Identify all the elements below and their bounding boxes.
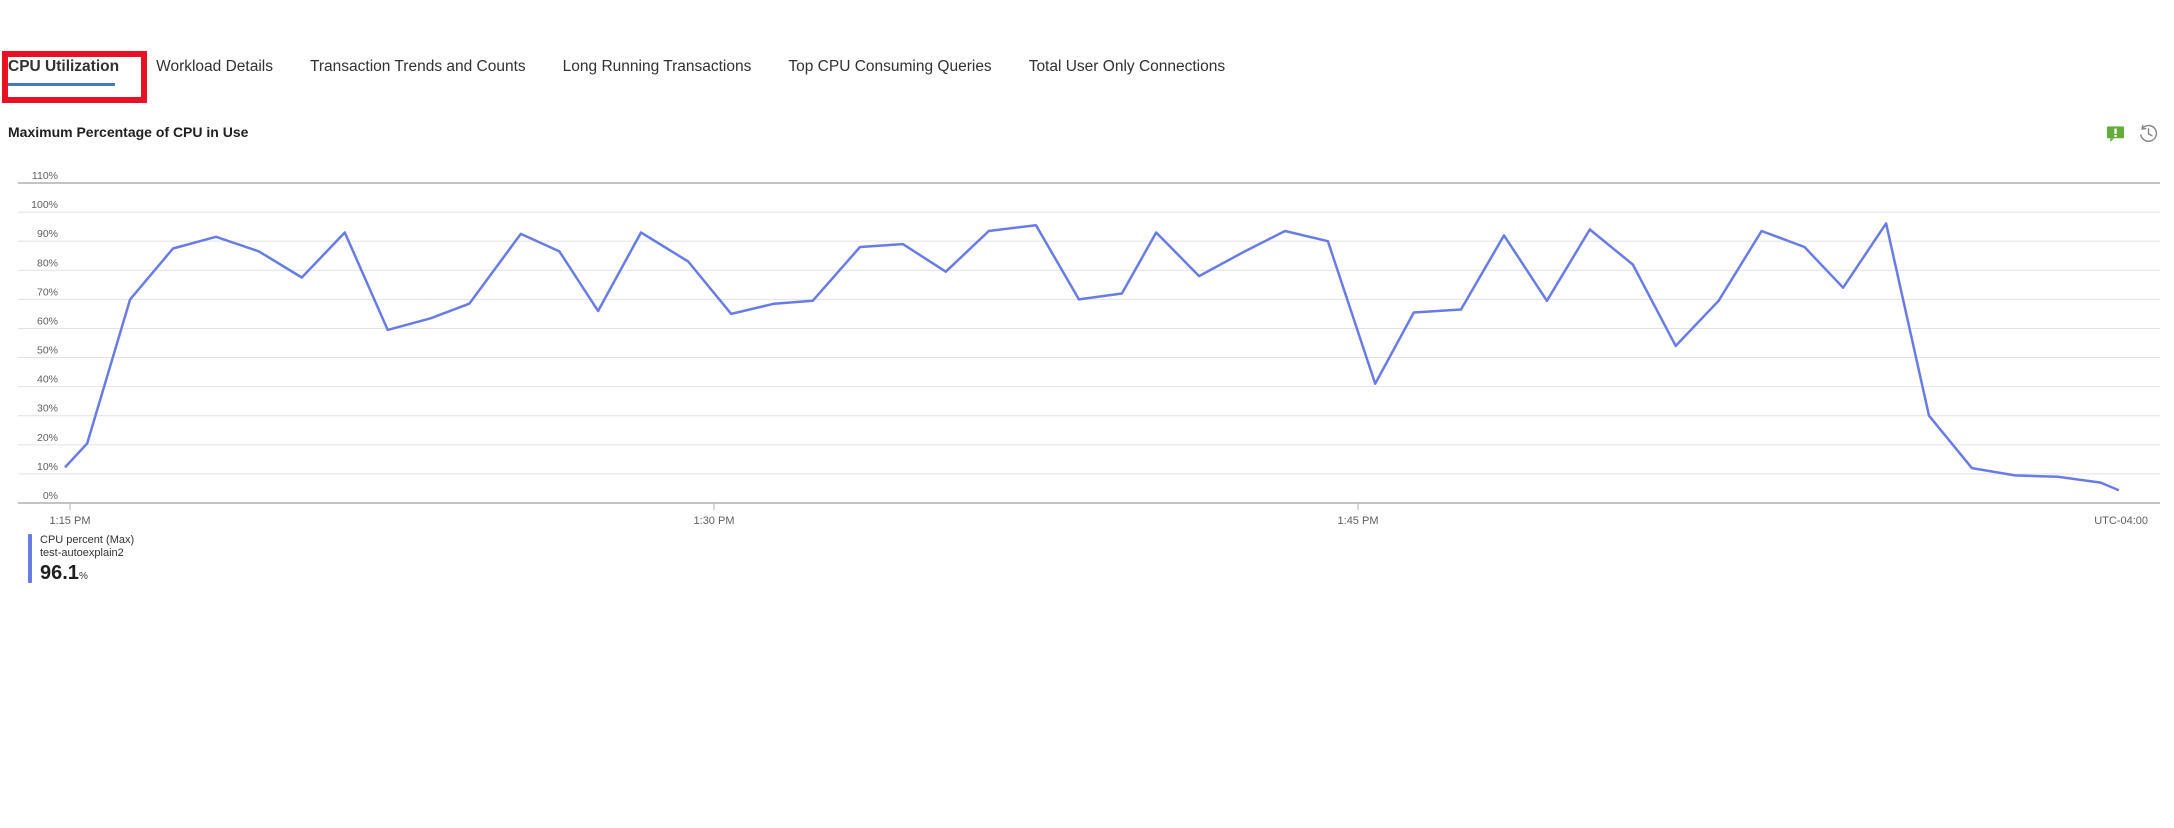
tab-transaction-trends-and-counts[interactable]: Transaction Trends and Counts (310, 58, 526, 76)
chart-title: Maximum Percentage of CPU in Use (8, 124, 249, 140)
tab-cpu-utilization[interactable]: CPU Utilization (8, 58, 120, 86)
y-axis-label: 60% (37, 315, 58, 327)
legend-metric-value: 96.1% (40, 562, 88, 584)
legend-item-cpu-percent[interactable]: CPU percent (Max) test-autoexplain2 96.1… (28, 534, 134, 589)
feedback-icon[interactable] (2106, 124, 2125, 143)
y-axis-label: 90% (37, 228, 58, 240)
y-axis-label: 100% (31, 199, 58, 211)
x-axis-label: 1:30 PM (694, 515, 735, 527)
y-axis-label: 30% (37, 403, 58, 415)
y-axis-label: 50% (37, 345, 58, 357)
selected-tab-underline (8, 83, 115, 86)
chart-actions (2106, 122, 2160, 145)
cpu-percent-line (64, 222, 2120, 492)
x-axis-label: 1:15 PM (50, 515, 91, 527)
legend-color-bar (28, 534, 32, 583)
timezone-label: UTC-04:00 (2094, 515, 2148, 527)
legend-metric-name: CPU percent (Max) (40, 534, 135, 546)
time-history-icon[interactable] (2137, 122, 2160, 145)
tab-workload-details[interactable]: Workload Details (156, 58, 273, 76)
tab-label: Workload Details (156, 58, 273, 75)
x-axis-label: 1:45 PM (1338, 515, 1379, 527)
tab-label: Transaction Trends and Counts (309, 58, 526, 75)
tab-label: Top CPU Consuming Queries (788, 58, 992, 75)
y-axis-label: 40% (37, 374, 58, 386)
tab-total-user-only-connections[interactable]: Total User Only Connections (1029, 58, 1225, 76)
legend-metric-unit: % (78, 571, 88, 582)
y-axis-label: 0% (43, 490, 58, 502)
y-axis-label: 70% (37, 286, 58, 298)
y-axis-label: 110% (32, 170, 58, 182)
tab-top-cpu-consuming-queries[interactable]: Top CPU Consuming Queries (788, 58, 991, 76)
legend-resource-name: test-autoexplain2 (40, 547, 124, 559)
tab-label: Total User Only Connections (1028, 58, 1226, 75)
tab-label: CPU Utilization (8, 58, 120, 75)
y-axis-label: 10% (37, 461, 58, 473)
tab-label: Long Running Transactions (562, 58, 752, 75)
tab-long-running-transactions[interactable]: Long Running Transactions (563, 58, 752, 76)
pivot-tab-bar: CPU Utilization Workload Details Transac… (8, 58, 1225, 86)
y-axis-label: 20% (37, 432, 58, 444)
y-axis-label: 80% (37, 257, 58, 269)
